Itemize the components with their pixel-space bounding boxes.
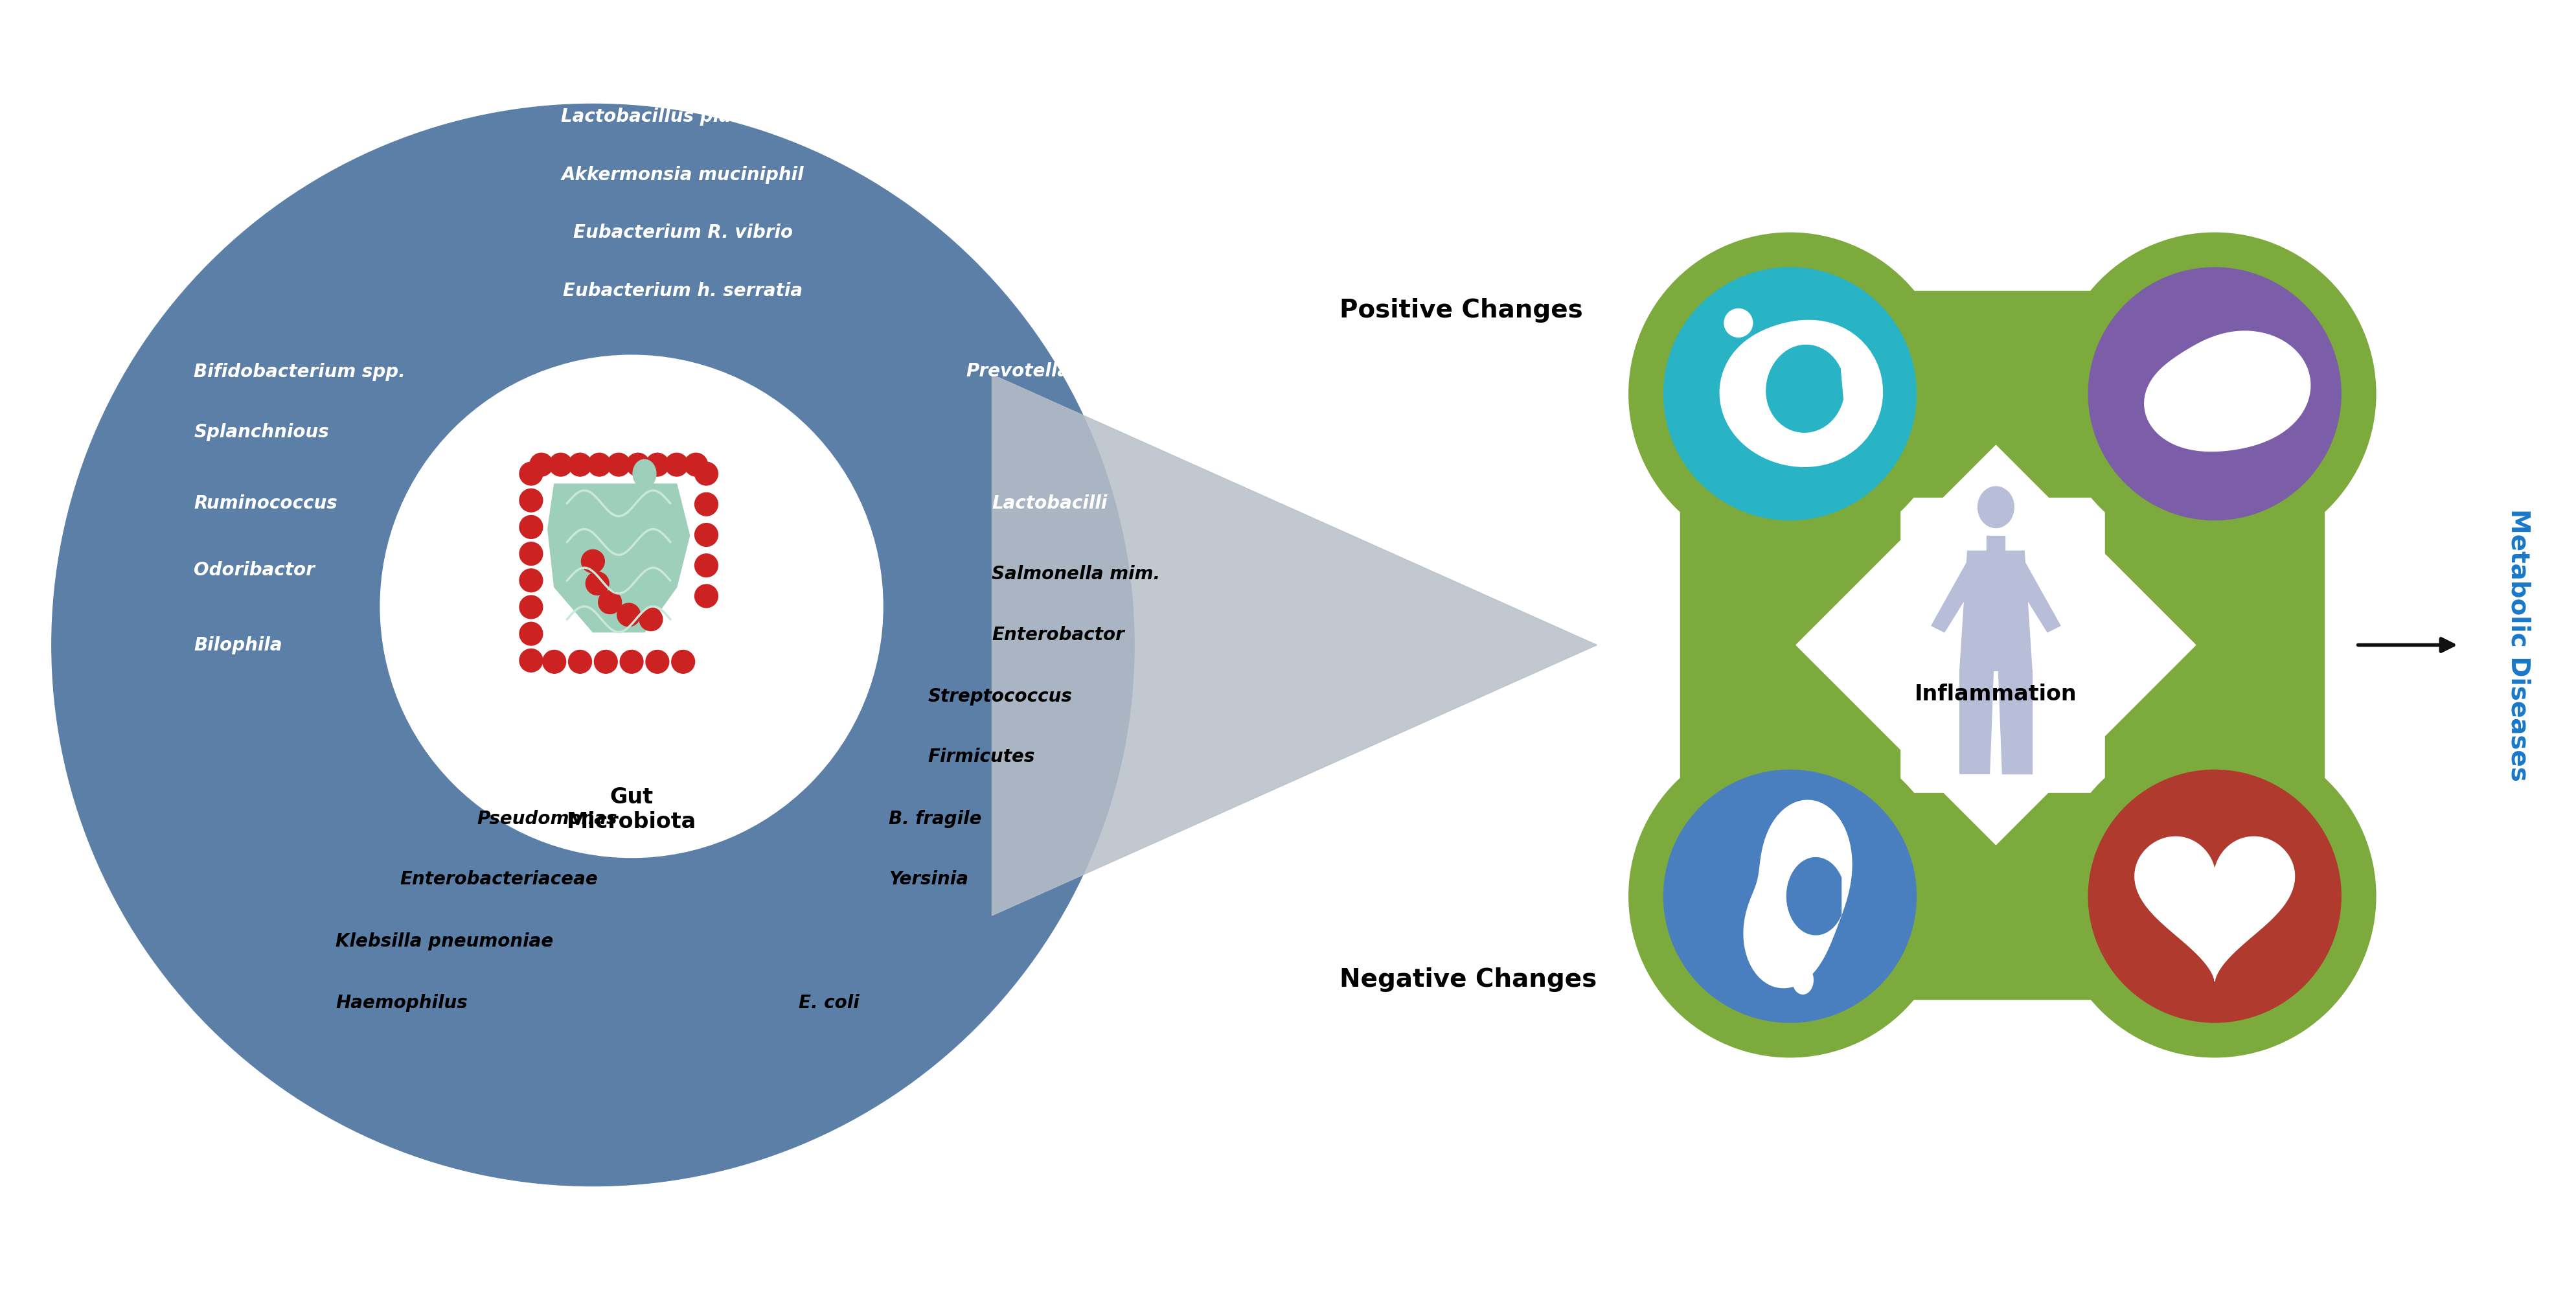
Text: Eubacterium h. serratia: Eubacterium h. serratia xyxy=(564,281,804,299)
Text: Enterobactor: Enterobactor xyxy=(992,626,1126,644)
Ellipse shape xyxy=(520,622,544,645)
Ellipse shape xyxy=(608,453,631,476)
Ellipse shape xyxy=(595,650,618,673)
Ellipse shape xyxy=(569,650,592,673)
Ellipse shape xyxy=(2089,770,2342,1023)
Ellipse shape xyxy=(520,649,544,672)
Text: Akkermonsia muciniphil: Akkermonsia muciniphil xyxy=(562,165,804,184)
Ellipse shape xyxy=(1793,966,1814,995)
Ellipse shape xyxy=(1664,267,1917,520)
Text: E. coli: E. coli xyxy=(799,995,860,1013)
Ellipse shape xyxy=(696,553,719,577)
Polygon shape xyxy=(992,374,1597,916)
Ellipse shape xyxy=(672,650,696,673)
Ellipse shape xyxy=(1723,308,1752,337)
Polygon shape xyxy=(1767,344,1842,432)
Polygon shape xyxy=(1795,445,2195,845)
Ellipse shape xyxy=(544,650,567,673)
Ellipse shape xyxy=(52,104,1133,1186)
Text: Splanchnious: Splanchnious xyxy=(193,423,330,441)
Text: Klebsilla pneumoniae: Klebsilla pneumoniae xyxy=(335,933,554,951)
Polygon shape xyxy=(2136,837,2295,980)
Text: Enterobacteriaceae: Enterobacteriaceae xyxy=(399,871,598,889)
Text: Inflammation: Inflammation xyxy=(1914,684,2076,704)
Polygon shape xyxy=(1960,671,1994,774)
Ellipse shape xyxy=(696,524,719,547)
Ellipse shape xyxy=(1628,232,1950,555)
Text: Lactobacillus plantarum: Lactobacillus plantarum xyxy=(562,108,806,126)
Text: Prevotella_2 & 9: Prevotella_2 & 9 xyxy=(966,362,1131,382)
Ellipse shape xyxy=(618,604,641,627)
Ellipse shape xyxy=(2089,267,2342,520)
Text: Bilophila: Bilophila xyxy=(193,636,283,654)
Text: Streptococcus: Streptococcus xyxy=(927,688,1072,706)
Ellipse shape xyxy=(621,650,644,673)
Ellipse shape xyxy=(569,453,592,476)
Ellipse shape xyxy=(1978,486,2014,528)
Ellipse shape xyxy=(520,462,544,485)
Polygon shape xyxy=(2012,561,2061,632)
Polygon shape xyxy=(1960,551,2032,671)
Ellipse shape xyxy=(585,571,608,595)
Ellipse shape xyxy=(647,453,670,476)
Ellipse shape xyxy=(1628,735,1950,1058)
Text: Negative Changes: Negative Changes xyxy=(1340,968,1597,992)
Ellipse shape xyxy=(531,453,554,476)
Polygon shape xyxy=(2143,332,2311,451)
Polygon shape xyxy=(1788,858,1842,935)
Ellipse shape xyxy=(696,584,719,608)
Ellipse shape xyxy=(2053,232,2375,555)
Text: Bifidobacterium spp.: Bifidobacterium spp. xyxy=(193,362,404,381)
Ellipse shape xyxy=(520,569,544,592)
Text: Yersinia: Yersinia xyxy=(889,871,969,889)
Ellipse shape xyxy=(598,591,621,614)
Text: Gut
Microbiota: Gut Microbiota xyxy=(567,787,696,833)
Polygon shape xyxy=(1744,800,1852,988)
Polygon shape xyxy=(1932,561,1981,632)
Text: Positive Changes: Positive Changes xyxy=(1340,298,1582,322)
Ellipse shape xyxy=(639,608,662,631)
Ellipse shape xyxy=(520,516,544,539)
Polygon shape xyxy=(1986,535,2004,551)
Ellipse shape xyxy=(696,493,719,516)
Ellipse shape xyxy=(647,650,670,673)
Polygon shape xyxy=(1999,671,2032,774)
Text: Pseudomonas: Pseudomonas xyxy=(477,810,618,828)
Text: Salmonella mim.: Salmonella mim. xyxy=(992,565,1159,583)
Text: Firmicutes: Firmicutes xyxy=(927,748,1036,766)
Text: Metabolic Diseases: Metabolic Diseases xyxy=(2506,508,2530,782)
Text: Odoribactor: Odoribactor xyxy=(193,561,314,579)
Ellipse shape xyxy=(665,453,688,476)
Ellipse shape xyxy=(1664,770,1917,1023)
Ellipse shape xyxy=(685,453,708,476)
Text: Haemophilus: Haemophilus xyxy=(335,995,466,1013)
Ellipse shape xyxy=(626,453,649,476)
Ellipse shape xyxy=(520,542,544,565)
Text: B. fragile: B. fragile xyxy=(889,810,981,828)
Polygon shape xyxy=(1680,458,1899,832)
Ellipse shape xyxy=(587,453,611,476)
Text: Eubacterium R. vibrio: Eubacterium R. vibrio xyxy=(574,223,793,241)
Ellipse shape xyxy=(582,550,605,573)
Ellipse shape xyxy=(520,489,544,512)
Ellipse shape xyxy=(2053,735,2375,1058)
Text: Ruminococcus: Ruminococcus xyxy=(193,494,337,512)
Ellipse shape xyxy=(634,459,657,488)
Polygon shape xyxy=(2105,458,2324,832)
Text: Lactobacilli: Lactobacilli xyxy=(992,494,1108,512)
Ellipse shape xyxy=(549,453,572,476)
Polygon shape xyxy=(1721,320,1883,467)
Polygon shape xyxy=(1726,793,2280,1000)
Polygon shape xyxy=(549,484,690,632)
Ellipse shape xyxy=(381,355,884,858)
Polygon shape xyxy=(1726,290,2280,497)
Ellipse shape xyxy=(696,462,719,485)
Ellipse shape xyxy=(520,596,544,619)
